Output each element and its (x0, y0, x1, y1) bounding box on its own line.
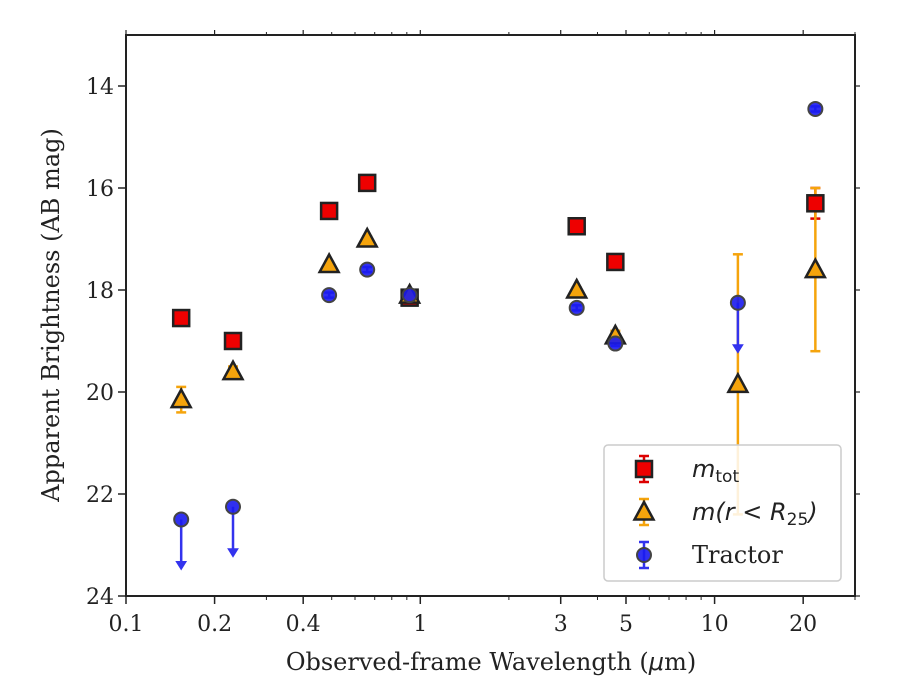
data-point-circle (225, 498, 242, 515)
x-axis-label: Observed-frame Wavelength (μm) (286, 648, 696, 676)
x-tick-label: 0.4 (286, 612, 321, 637)
y-tick-label: 14 (86, 75, 114, 100)
data-point-circle (568, 299, 585, 316)
data-point-triangle (565, 277, 589, 299)
data-point-triangle (803, 256, 827, 279)
upper-limit-arrowhead (175, 561, 188, 571)
data-point-circle (807, 100, 824, 117)
data-point-square (319, 201, 339, 221)
legend-entry: mtot (634, 454, 739, 487)
plot-area (169, 100, 827, 571)
data-point-square (567, 217, 586, 236)
data-point-square (606, 252, 625, 272)
data-point-circle (321, 287, 338, 304)
series-2-markers (173, 100, 824, 528)
y-tick-label: 18 (86, 279, 114, 304)
x-tick-label: 0.1 (109, 612, 144, 637)
legend-entry: m(r < R25) (632, 497, 818, 530)
x-tick-label: 1 (413, 612, 427, 637)
x-tick-label: 10 (701, 612, 729, 637)
x-tick-label: 20 (789, 612, 817, 637)
data-point-triangle (169, 387, 193, 409)
legend: mtot m(r < R25) Tractor (603, 444, 842, 582)
data-point-triangle (355, 226, 379, 248)
legend-label: Tractor (692, 541, 783, 569)
data-point-triangle (317, 251, 341, 274)
plot-frame (125, 34, 856, 597)
data-point-circle (607, 335, 624, 352)
legend-label: mtot (692, 455, 739, 487)
y-tick-label: 22 (86, 483, 114, 508)
data-point-square (223, 331, 243, 351)
series-1-markers (169, 226, 827, 409)
data-point-circle (359, 261, 376, 278)
data-point-square (806, 194, 825, 213)
legend-marker-circle (636, 547, 652, 563)
data-point-circle (173, 511, 190, 528)
legend-entry: Tractor (636, 540, 783, 570)
upper-limit-arrowhead (731, 344, 744, 354)
legend-marker-triangle (632, 499, 656, 521)
legend-label: m(r < R25) (692, 498, 818, 530)
series-0-errors (176, 179, 821, 345)
x-tick-label: 0.2 (197, 612, 232, 637)
y-tick-label: 24 (86, 585, 114, 610)
y-tick-label: 20 (86, 381, 114, 406)
axes: 0.1 0.2 0.4 1 3 5 10 20 14 16 18 20 22 24 (86, 30, 860, 637)
x-tick-label: 5 (619, 612, 633, 637)
data-point-square (357, 173, 377, 193)
data-point-circle (401, 287, 418, 304)
x-tick-label: 3 (554, 612, 568, 637)
legend-marker-square (634, 459, 654, 479)
series-0-markers (171, 173, 825, 351)
y-axis-label: Apparent Brightness (AB mag) (37, 128, 65, 503)
legend-box (603, 444, 842, 582)
data-point-triangle (726, 371, 750, 394)
data-point-circle (729, 294, 746, 311)
data-point-square (171, 308, 191, 328)
y-tick-label: 16 (86, 177, 114, 202)
data-point-triangle (221, 358, 245, 381)
upper-limit-arrowhead (227, 548, 239, 558)
